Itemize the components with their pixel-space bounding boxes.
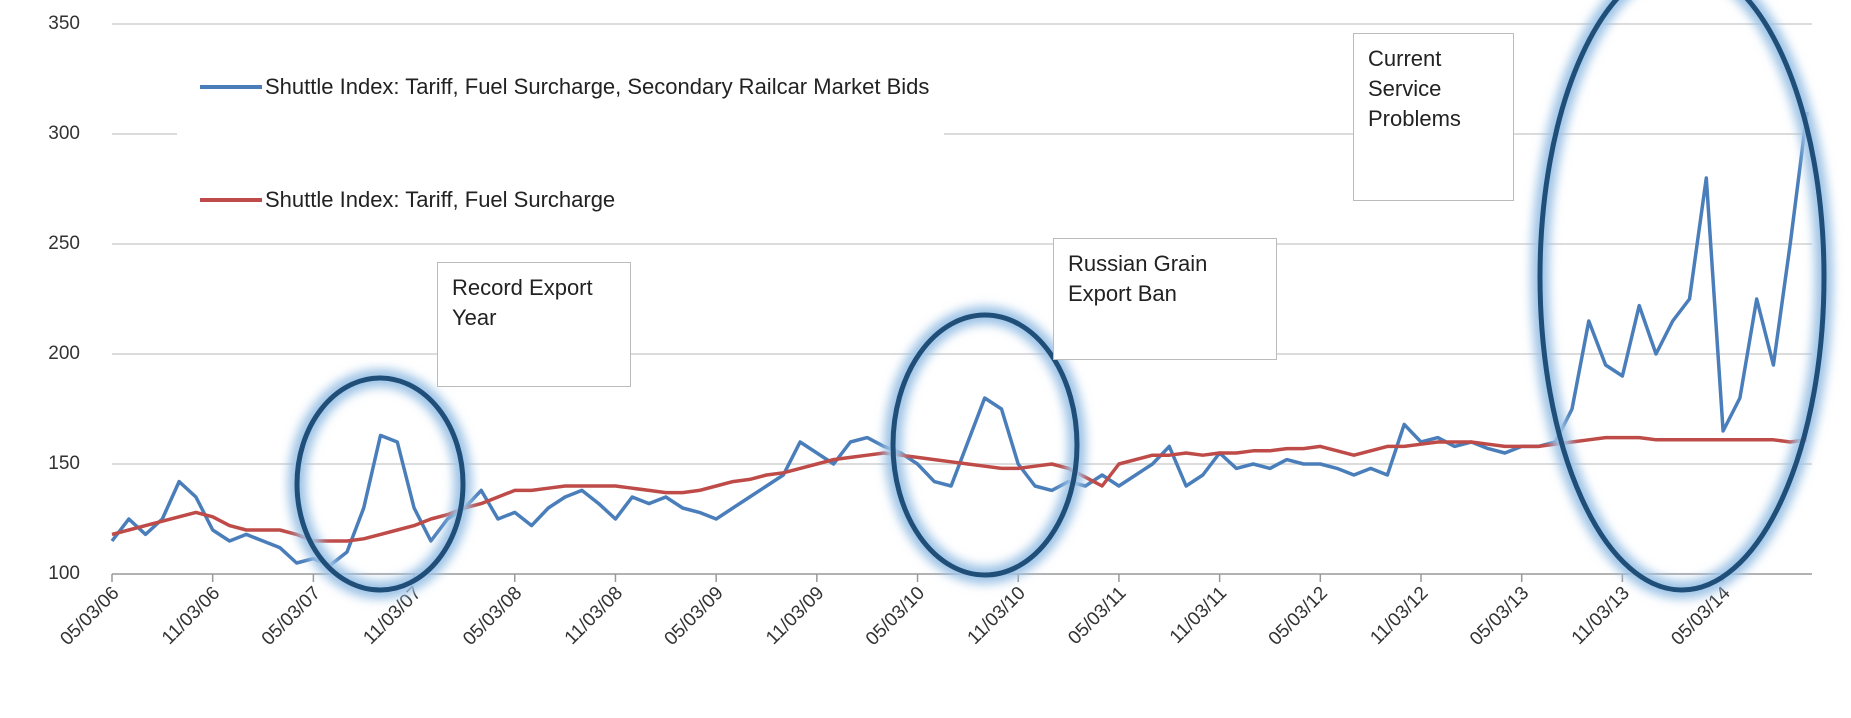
- ellipse: [890, 312, 1080, 578]
- x-tick-label: 05/03/10: [862, 583, 929, 650]
- legend-label: Shuttle Index: Tariff, Fuel Surcharge, S…: [265, 74, 930, 99]
- y-tick-label: 250: [48, 233, 80, 254]
- y-tick-label: 150: [48, 453, 80, 474]
- x-tick-label: 05/03/08: [459, 583, 526, 650]
- x-tick-label: 11/03/06: [158, 583, 224, 649]
- ellipse: [294, 375, 466, 593]
- series-line: [111, 435, 1808, 543]
- annotation: Russian Grain Export Ban: [1053, 238, 1277, 360]
- ellipse: [1537, 0, 1827, 593]
- x-tick-label: 05/03/06: [56, 583, 123, 650]
- legend-background: [177, 47, 944, 224]
- x-tick-label: 05/03/11: [1064, 583, 1130, 649]
- x-tick-label: 05/03/09: [661, 583, 728, 650]
- x-tick-label: 05/03/12: [1265, 583, 1332, 650]
- x-tick-label: 11/03/10: [964, 583, 1030, 649]
- x-tick-label: 05/03/07: [258, 583, 325, 650]
- y-tick-label: 200: [48, 343, 80, 364]
- highlight-ellipses: [288, 0, 1833, 599]
- x-tick-label: 05/03/13: [1466, 583, 1533, 650]
- y-tick-label: 300: [48, 123, 80, 144]
- x-tick-label: 11/03/11: [1166, 583, 1231, 648]
- x-tick-label: 11/03/13: [1568, 583, 1634, 649]
- x-tick-label: 11/03/08: [561, 583, 627, 649]
- x-tick-label: 11/03/09: [762, 583, 828, 649]
- y-tick-label: 100: [48, 563, 80, 584]
- legend-label: Shuttle Index: Tariff, Fuel Surcharge: [265, 187, 616, 212]
- annotation: Record Export Year: [437, 262, 631, 387]
- y-tick-label: 350: [48, 13, 80, 34]
- x-tick-label: 11/03/12: [1366, 583, 1432, 649]
- annotation: Current Service Problems: [1353, 33, 1514, 201]
